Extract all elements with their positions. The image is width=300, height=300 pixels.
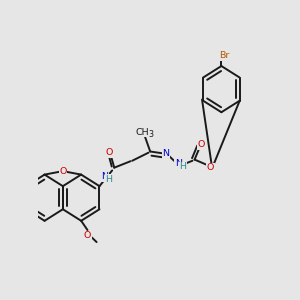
Text: N: N [163,149,170,158]
Text: CH: CH [136,128,149,137]
Text: N: N [175,159,182,168]
Text: H: H [179,162,187,171]
Text: O: O [207,163,214,172]
Text: O: O [59,167,67,176]
Text: N: N [101,172,108,182]
Text: O: O [197,140,205,149]
Text: H: H [106,175,112,184]
Text: O: O [84,231,91,240]
Text: 3: 3 [149,130,154,139]
Text: O: O [105,148,113,157]
Text: Br: Br [219,51,230,60]
